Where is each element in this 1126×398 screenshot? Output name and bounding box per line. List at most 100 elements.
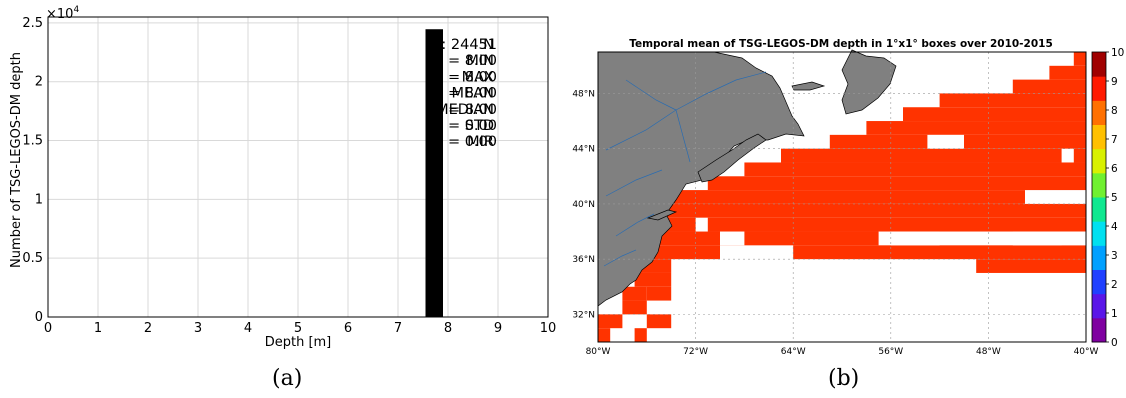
stat-label: MEDIAN	[436, 102, 494, 118]
depth-cell	[1073, 52, 1086, 66]
longitude-tick-label: 40°W	[1074, 347, 1099, 357]
depth-cell	[976, 259, 1086, 273]
x-tick-label: 3	[194, 321, 202, 336]
river-branch	[605, 169, 663, 197]
depth-cell	[866, 121, 1086, 135]
depth-histogram: Number of TSG-LEGOS-DM depth Depth [m] ×…	[9, 5, 556, 350]
land-masses	[597, 49, 897, 307]
latitude-tick-label: 44°N	[572, 145, 595, 155]
longitude-tick-label: 48°W	[976, 347, 1001, 357]
longitude-tick-label: 56°W	[878, 347, 903, 357]
colorbar-segment	[1092, 293, 1106, 319]
colorbar-segment	[1092, 76, 1106, 101]
depth-cell	[598, 328, 611, 342]
bar-overlay	[425, 29, 443, 317]
depth-map: Temporal mean of TSG-LEGOS-DM depth in 1…	[572, 38, 1124, 357]
x-tick-labels: 0 1 2 3 4 5 6 7 8 9 10	[44, 321, 556, 336]
depth-cell	[781, 148, 1086, 163]
empty-cell	[1061, 148, 1074, 163]
x-tick-label: 2	[144, 321, 152, 336]
stat-label: STD	[465, 118, 494, 134]
caption-a: (a)	[272, 366, 303, 391]
depth-cell	[903, 107, 1086, 122]
depth-cell	[744, 162, 1086, 177]
colorbar-segment	[1092, 221, 1106, 246]
x-tick-label: 6	[344, 321, 352, 336]
empty-cell	[1012, 231, 1086, 246]
depth-cell	[793, 245, 1086, 260]
longitude-tick-label: 64°W	[781, 347, 806, 357]
x-tick-label: 10	[540, 321, 557, 336]
colorbar-tick-label: 3	[1111, 250, 1118, 262]
river-branch	[625, 79, 677, 111]
colorbar-segment	[1092, 172, 1106, 198]
colorbar-segment	[1092, 197, 1106, 222]
y-tick-label: 1	[35, 192, 43, 207]
depth-cell	[646, 314, 672, 329]
anticosti-island	[791, 81, 826, 91]
colorbar-tick-label: 6	[1111, 163, 1118, 175]
colorbar-tick-label: 1	[1111, 308, 1118, 320]
latitude-tick-label: 48°N	[572, 89, 595, 99]
depth-cell	[659, 217, 1086, 232]
colorbar-tick-label: 0	[1111, 337, 1118, 349]
x-tick-label: 4	[244, 321, 252, 336]
stat-label: MEAN	[452, 86, 494, 102]
colorbar: 0 1 2 3 4 5 6 7 8 9 10	[1091, 47, 1124, 349]
depth-cell	[646, 231, 879, 246]
colorbar-segment	[1092, 148, 1106, 174]
y-tick-label: 2.5	[22, 16, 43, 31]
colorbar-segment	[1092, 269, 1106, 295]
depth-cell	[1061, 245, 1086, 260]
colorbar-tick-label: 9	[1111, 76, 1118, 88]
newfoundland	[841, 49, 897, 115]
map-frame	[597, 51, 1087, 343]
depth-cell	[939, 93, 1086, 108]
stat-value: = 0.00	[448, 134, 497, 150]
stat-label: MIN	[466, 53, 494, 69]
ocean-cells	[598, 52, 1086, 342]
depth-cell	[1012, 79, 1086, 94]
nova-scotia	[697, 133, 767, 183]
x-tick-label: 1	[94, 321, 102, 336]
stat-value: : 24451	[441, 37, 497, 53]
longitude-tick-label: 72°W	[683, 347, 708, 357]
longitude-tick-labels: 80°W 72°W 64°W 56°W 48°W 40°W	[586, 347, 1099, 357]
y-tick-label: 0	[35, 310, 43, 325]
empty-cell	[720, 231, 745, 246]
y-multiplier-label: ×104	[46, 5, 79, 22]
caption-b: (b)	[828, 366, 860, 391]
stat-label: MIR	[467, 134, 494, 150]
x-axis-label: Depth [m]	[265, 335, 332, 350]
empty-cell	[890, 231, 940, 246]
y-tick-label: 2	[35, 75, 43, 90]
y-axis-label: Number of TSG-LEGOS-DM depth	[9, 52, 24, 268]
colorbar-tick-label: 10	[1111, 47, 1124, 59]
stat-label: MAX	[462, 69, 494, 85]
stat-label: N	[483, 37, 494, 53]
depth-cell	[646, 286, 672, 301]
stat-value: = 0.00	[448, 118, 497, 134]
colorbar-segment	[1092, 317, 1106, 343]
stat-value: = 8.00	[448, 86, 497, 102]
x-tick-label: 9	[494, 321, 502, 336]
y-tick-label: 1.5	[22, 134, 43, 149]
depth-cell	[1049, 65, 1086, 80]
depth-cell	[634, 328, 647, 342]
st-lawrence-river	[605, 71, 767, 151]
latitude-tick-label: 40°N	[572, 200, 595, 210]
river-branch	[615, 213, 655, 237]
colorbar-tick-label: 8	[1111, 105, 1118, 117]
map-title: Temporal mean of TSG-LEGOS-DM depth in 1…	[629, 38, 1053, 50]
depth-cell	[659, 190, 1086, 204]
x-tick-label: 5	[294, 321, 302, 336]
x-tick-label: 7	[394, 321, 402, 336]
plot-frame	[47, 16, 549, 318]
latitude-tick-labels: 32°N 36°N 40°N 44°N 48°N	[572, 89, 595, 320]
stat-value: = 8.00	[448, 69, 497, 85]
colorbar-segment	[1092, 52, 1106, 77]
colorbar-segment	[1092, 245, 1106, 270]
depth-cell	[598, 314, 623, 329]
empty-cell	[695, 217, 708, 232]
